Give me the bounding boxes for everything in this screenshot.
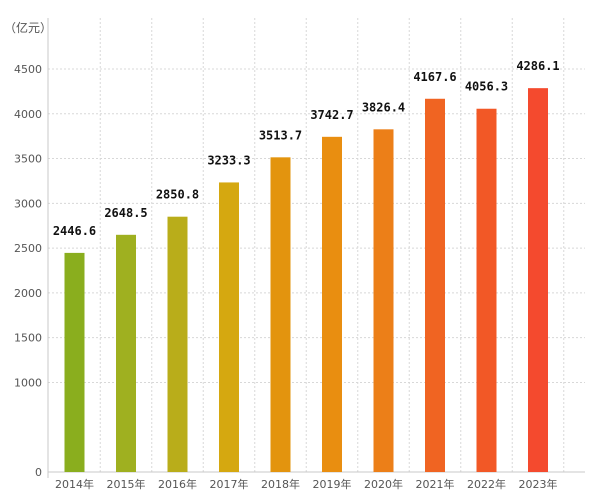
bar [322,136,342,472]
x-tick-label: 2022年 [467,477,506,491]
x-tick-label: 2017年 [210,477,249,491]
bar [167,216,188,472]
y-tick-label: 3000 [14,197,42,210]
x-tick-label: 2016年 [158,477,197,491]
bar-value-label: 3513.7 [259,128,302,142]
y-tick-label: 2500 [14,242,42,255]
bar [270,157,291,472]
bar-value-label: 2850.8 [156,188,199,202]
bar [116,234,136,472]
y-tick-label: 1500 [14,332,42,345]
gridlines [48,18,585,472]
bar-value-label: 2648.5 [104,206,147,220]
x-tick-label: 2018年 [261,477,300,491]
y-tick-label: 0 [35,466,42,479]
x-tick-label: 2020年 [364,477,403,491]
bar-value-label: 3233.3 [207,153,250,167]
bar [528,88,548,472]
bar-value-label: 4167.6 [413,70,456,84]
bar-value-label: 4056.3 [465,80,508,94]
bar [219,182,239,473]
y-tick-label: 3500 [14,153,42,166]
y-tick-label: 1000 [14,376,42,389]
bar-value-label: 4286.1 [516,59,559,73]
x-tick-label: 2021年 [416,477,455,491]
unit-label: （亿元） [4,20,52,35]
bar [64,252,85,472]
bar [425,98,445,473]
y-tick-label: 2000 [14,287,42,300]
x-tick-label: 2015年 [107,477,146,491]
x-axis-ticks: 2014年 2015年 2016年 2017年 2018年 2019年 2020年 2021年… [55,477,558,491]
y-tick-label: 4500 [14,63,42,76]
x-tick-label: 2014年 [55,477,94,491]
bar-value-label: 2446.6 [53,224,96,238]
bar-value-label: 3826.4 [362,100,405,114]
x-tick-label: 2023年 [519,477,558,491]
bar-value-label: 3742.7 [310,108,353,122]
bar [476,108,497,472]
bar [373,129,394,472]
data-labels: 2446.6 2648.5 2850.8 3233.3 3513.7 3742.7 3826… [53,59,560,238]
x-tick-label: 2019年 [313,477,352,491]
y-axis-ticks: 0 1000 1500 2000 2500 3000 3500 4000 4500 [14,63,42,479]
bars [64,88,548,473]
y-tick-label: 4000 [14,108,42,121]
